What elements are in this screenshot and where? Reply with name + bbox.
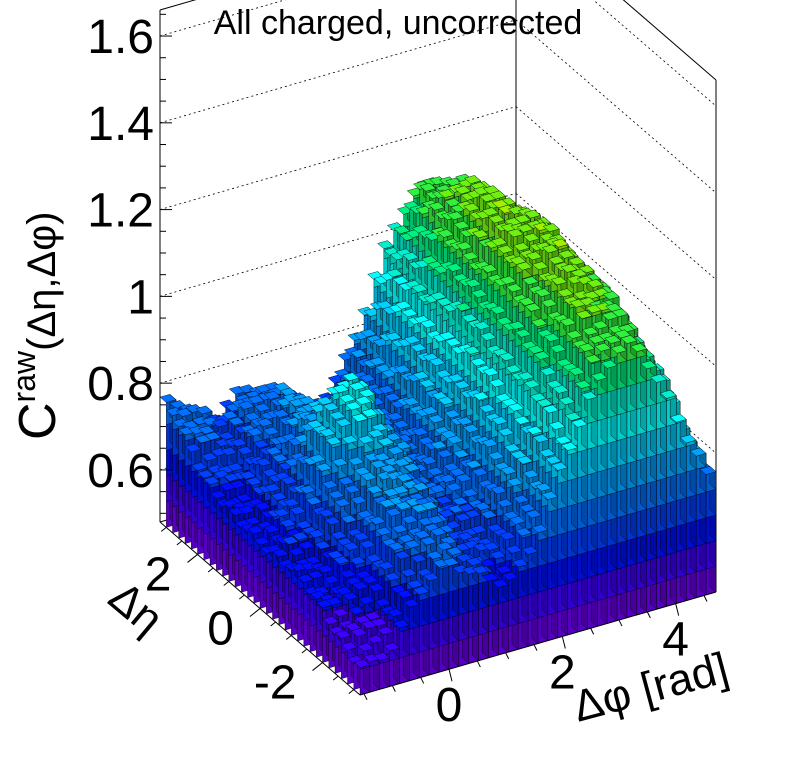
bar-top bbox=[393, 225, 411, 235]
bar-top bbox=[377, 240, 395, 250]
gridline bbox=[515, 19, 717, 194]
bar-top bbox=[175, 408, 193, 417]
gridline bbox=[515, 106, 717, 280]
frame-edge bbox=[622, 0, 717, 81]
gridline bbox=[515, 193, 717, 367]
chart-title: All charged, uncorrected bbox=[213, 4, 583, 42]
gridline bbox=[159, 279, 517, 384]
bar-top bbox=[159, 394, 177, 403]
gridline bbox=[159, 106, 517, 210]
gridline bbox=[159, 192, 517, 297]
gridline bbox=[159, 19, 517, 124]
lego-bars bbox=[159, 173, 717, 696]
frame-edge bbox=[159, 0, 197, 11]
bar-top bbox=[195, 405, 213, 415]
gridline bbox=[592, 0, 717, 107]
gridline bbox=[159, 0, 286, 37]
